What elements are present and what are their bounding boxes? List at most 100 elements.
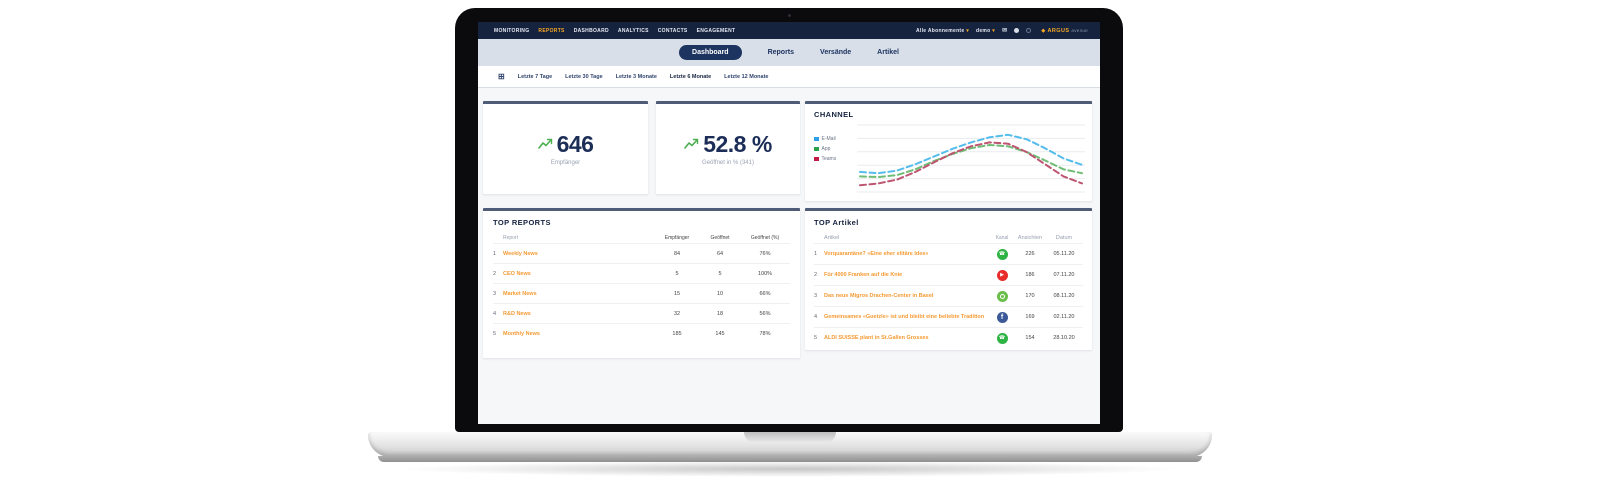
date-value: 28.10.20 (1053, 335, 1075, 341)
trend-up-icon (684, 138, 699, 149)
row-rank: 2 (493, 270, 497, 277)
dashboard-content: 646 Empfänger 52.8 % (478, 88, 1100, 424)
views-value: 226 (1025, 251, 1035, 257)
table-row: 1 Vorquarantäne? «Eine eher elitäre Idee»… (814, 243, 1083, 264)
tab-reports[interactable]: Reports (767, 49, 795, 56)
calendar-icon: ⊞ (498, 71, 505, 81)
help-icon[interactable] (1014, 28, 1020, 33)
tab-dashboard[interactable]: Dashboard (679, 45, 742, 60)
mail-icon[interactable]: ✉ (1002, 27, 1008, 34)
topnav-item-monitoring[interactable]: MONITORING (494, 27, 530, 34)
date-filterbar: ⊞ Letzte 7 Tage Letzte 30 Tage Letzte 3 Mo… (478, 66, 1100, 88)
top-reports-title: TOP REPORTS (493, 218, 551, 227)
opened-value: 18 (716, 310, 724, 317)
opened-pct-value: 56% (759, 310, 771, 317)
report-link[interactable]: Market News (503, 290, 537, 297)
table-row: 5 ALDI SUISSE plant in St.Gallen Grosses ☎… (814, 327, 1083, 348)
recipients-value: 32 (673, 310, 681, 317)
topnav-item-dashboard[interactable]: DASHBOARD (573, 27, 609, 34)
laptop-shadow (395, 461, 1185, 477)
column-header: Datum (1055, 235, 1073, 241)
row-rank: 5 (814, 335, 818, 341)
app-icon (996, 290, 1008, 302)
column-header: Geöffnet (%) (750, 235, 780, 241)
tab-artikel[interactable]: Artikel (877, 49, 899, 56)
date-value: 07.11.20 (1053, 272, 1075, 278)
report-link[interactable]: CEO News (503, 270, 531, 277)
laptop-notch (744, 432, 836, 443)
trend-up-icon (537, 138, 552, 149)
table-row: 3 Das neue Migros Drachen-Center in Basel… (814, 285, 1083, 306)
legend-item-teams: Teams (814, 156, 836, 162)
legend-swatch (814, 136, 819, 142)
topnav-right: Alle Abonnemente ▾ demo ▾ ✉ ◆ ARGUS aven… (916, 28, 1088, 34)
report-link[interactable]: Monthly News (503, 330, 540, 337)
brand-logo: ◆ ARGUS avenue (1041, 28, 1088, 34)
user-dropdown[interactable]: demo ▾ (976, 27, 996, 34)
report-link[interactable]: Weekly News (503, 250, 538, 257)
top-reports-header: Report Empfänger Geöffnet Geöffnet (%) (493, 233, 790, 243)
filter-letzte-12-monate[interactable]: Letzte 12 Monate (724, 73, 769, 80)
channel-title: CHANNEL (814, 110, 854, 119)
row-rank: 1 (493, 250, 497, 257)
views-value: 170 (1025, 293, 1035, 299)
table-row: 5 Monthly News 185 145 78% (493, 323, 790, 343)
table-row: 2 CEO News 5 5 100% (493, 263, 790, 283)
opened-pct-value: 78% (759, 330, 771, 337)
article-link[interactable]: Das neue Migros Drachen-Center in Basel (824, 292, 934, 299)
topnav-item-reports[interactable]: REPORTS (538, 27, 565, 34)
article-link[interactable]: ALDI SUISSE plant in St.Gallen Grosses (824, 334, 929, 341)
facebook-icon: f (996, 311, 1008, 323)
user-icon[interactable] (1026, 28, 1032, 33)
tab-versände[interactable]: Versände (820, 49, 852, 56)
brand-name: ARGUS (1047, 27, 1070, 34)
row-rank: 3 (814, 293, 818, 299)
date-value: 05.11.20 (1053, 251, 1075, 257)
topnav-item-engagement[interactable]: ENGAGEMENT (696, 27, 736, 34)
topnav-item-analytics[interactable]: ANALYTICS (617, 27, 649, 34)
recipients-value: 5 (675, 270, 679, 277)
laptop-bezel: MONITORING REPORTS DASHBOARD ANALYTICS CONTA… (455, 8, 1123, 432)
legend-swatch (814, 146, 819, 152)
subscription-dropdown[interactable]: Alle Abonnemente ▾ (915, 27, 969, 34)
filter-letzte-30-tage[interactable]: Letzte 30 Tage (565, 73, 603, 80)
topnav-item-contacts[interactable]: CONTACTS (657, 27, 688, 34)
top-navbar: MONITORING REPORTS DASHBOARD ANALYTICS CONTA… (478, 22, 1100, 39)
channel-cell: ☎ (989, 248, 1015, 260)
chevron-down-icon: ▾ (992, 27, 996, 34)
legend-label: App (821, 146, 831, 152)
filter-letzte-7-tage[interactable]: Letzte 7 Tage (517, 73, 553, 80)
top-reports-rows: 1 Weekly News 84 64 76% 2 CEO News 5 5 100% 3 Marke… (493, 243, 790, 343)
opened-pct-value: 76% (759, 250, 771, 257)
whatsapp-icon: ☎ (996, 332, 1008, 344)
table-row: 4 Gemeinsames «Guetzle» ist und bleibt ei… (814, 306, 1083, 327)
laptop-base (368, 432, 1212, 457)
report-link[interactable]: R&D News (503, 310, 531, 317)
recipients-value: 84 (673, 250, 681, 257)
top-articles-card: TOP Artikel Artikel Kanal Ansichten Datu… (805, 208, 1092, 350)
kpi-card-recipients: 646 Empfänger (483, 101, 648, 194)
column-header: Report (503, 235, 519, 241)
chart-line-e-mail (859, 133, 1083, 175)
top-articles-title: TOP Artikel (814, 218, 859, 227)
article-link[interactable]: Vorquarantäne? «Eine eher elitäre Idee» (824, 250, 929, 257)
channel-cell: ▶ (989, 269, 1015, 281)
views-value: 154 (1025, 335, 1035, 341)
kpi-label: Empfänger (550, 159, 581, 166)
top-reports-card: TOP REPORTS Report Empfänger Geöffnet Ge… (483, 208, 800, 358)
top-articles-header: Artikel Kanal Ansichten Datum (814, 233, 1083, 243)
filter-letzte-3-monate[interactable]: Letzte 3 Monate (615, 73, 657, 80)
date-value: 02.11.20 (1053, 314, 1075, 320)
channel-cell (989, 290, 1015, 302)
legend-item-app: App (814, 146, 836, 152)
row-rank: 2 (814, 272, 818, 278)
opened-pct-value: 66% (759, 290, 771, 297)
article-link[interactable]: Gemeinsames «Guetzle» ist und bleibt ein… (824, 313, 985, 320)
legend-label: E-Mail (821, 136, 836, 142)
topnav-items: MONITORING REPORTS DASHBOARD ANALYTICS CONTA… (494, 28, 735, 34)
row-rank: 4 (814, 314, 818, 320)
opened-value: 145 (715, 330, 725, 337)
article-link[interactable]: Für 4000 Franken auf die Knie (824, 271, 903, 278)
filter-letzte-6-monate[interactable]: Letzte 6 Monate (669, 73, 712, 80)
